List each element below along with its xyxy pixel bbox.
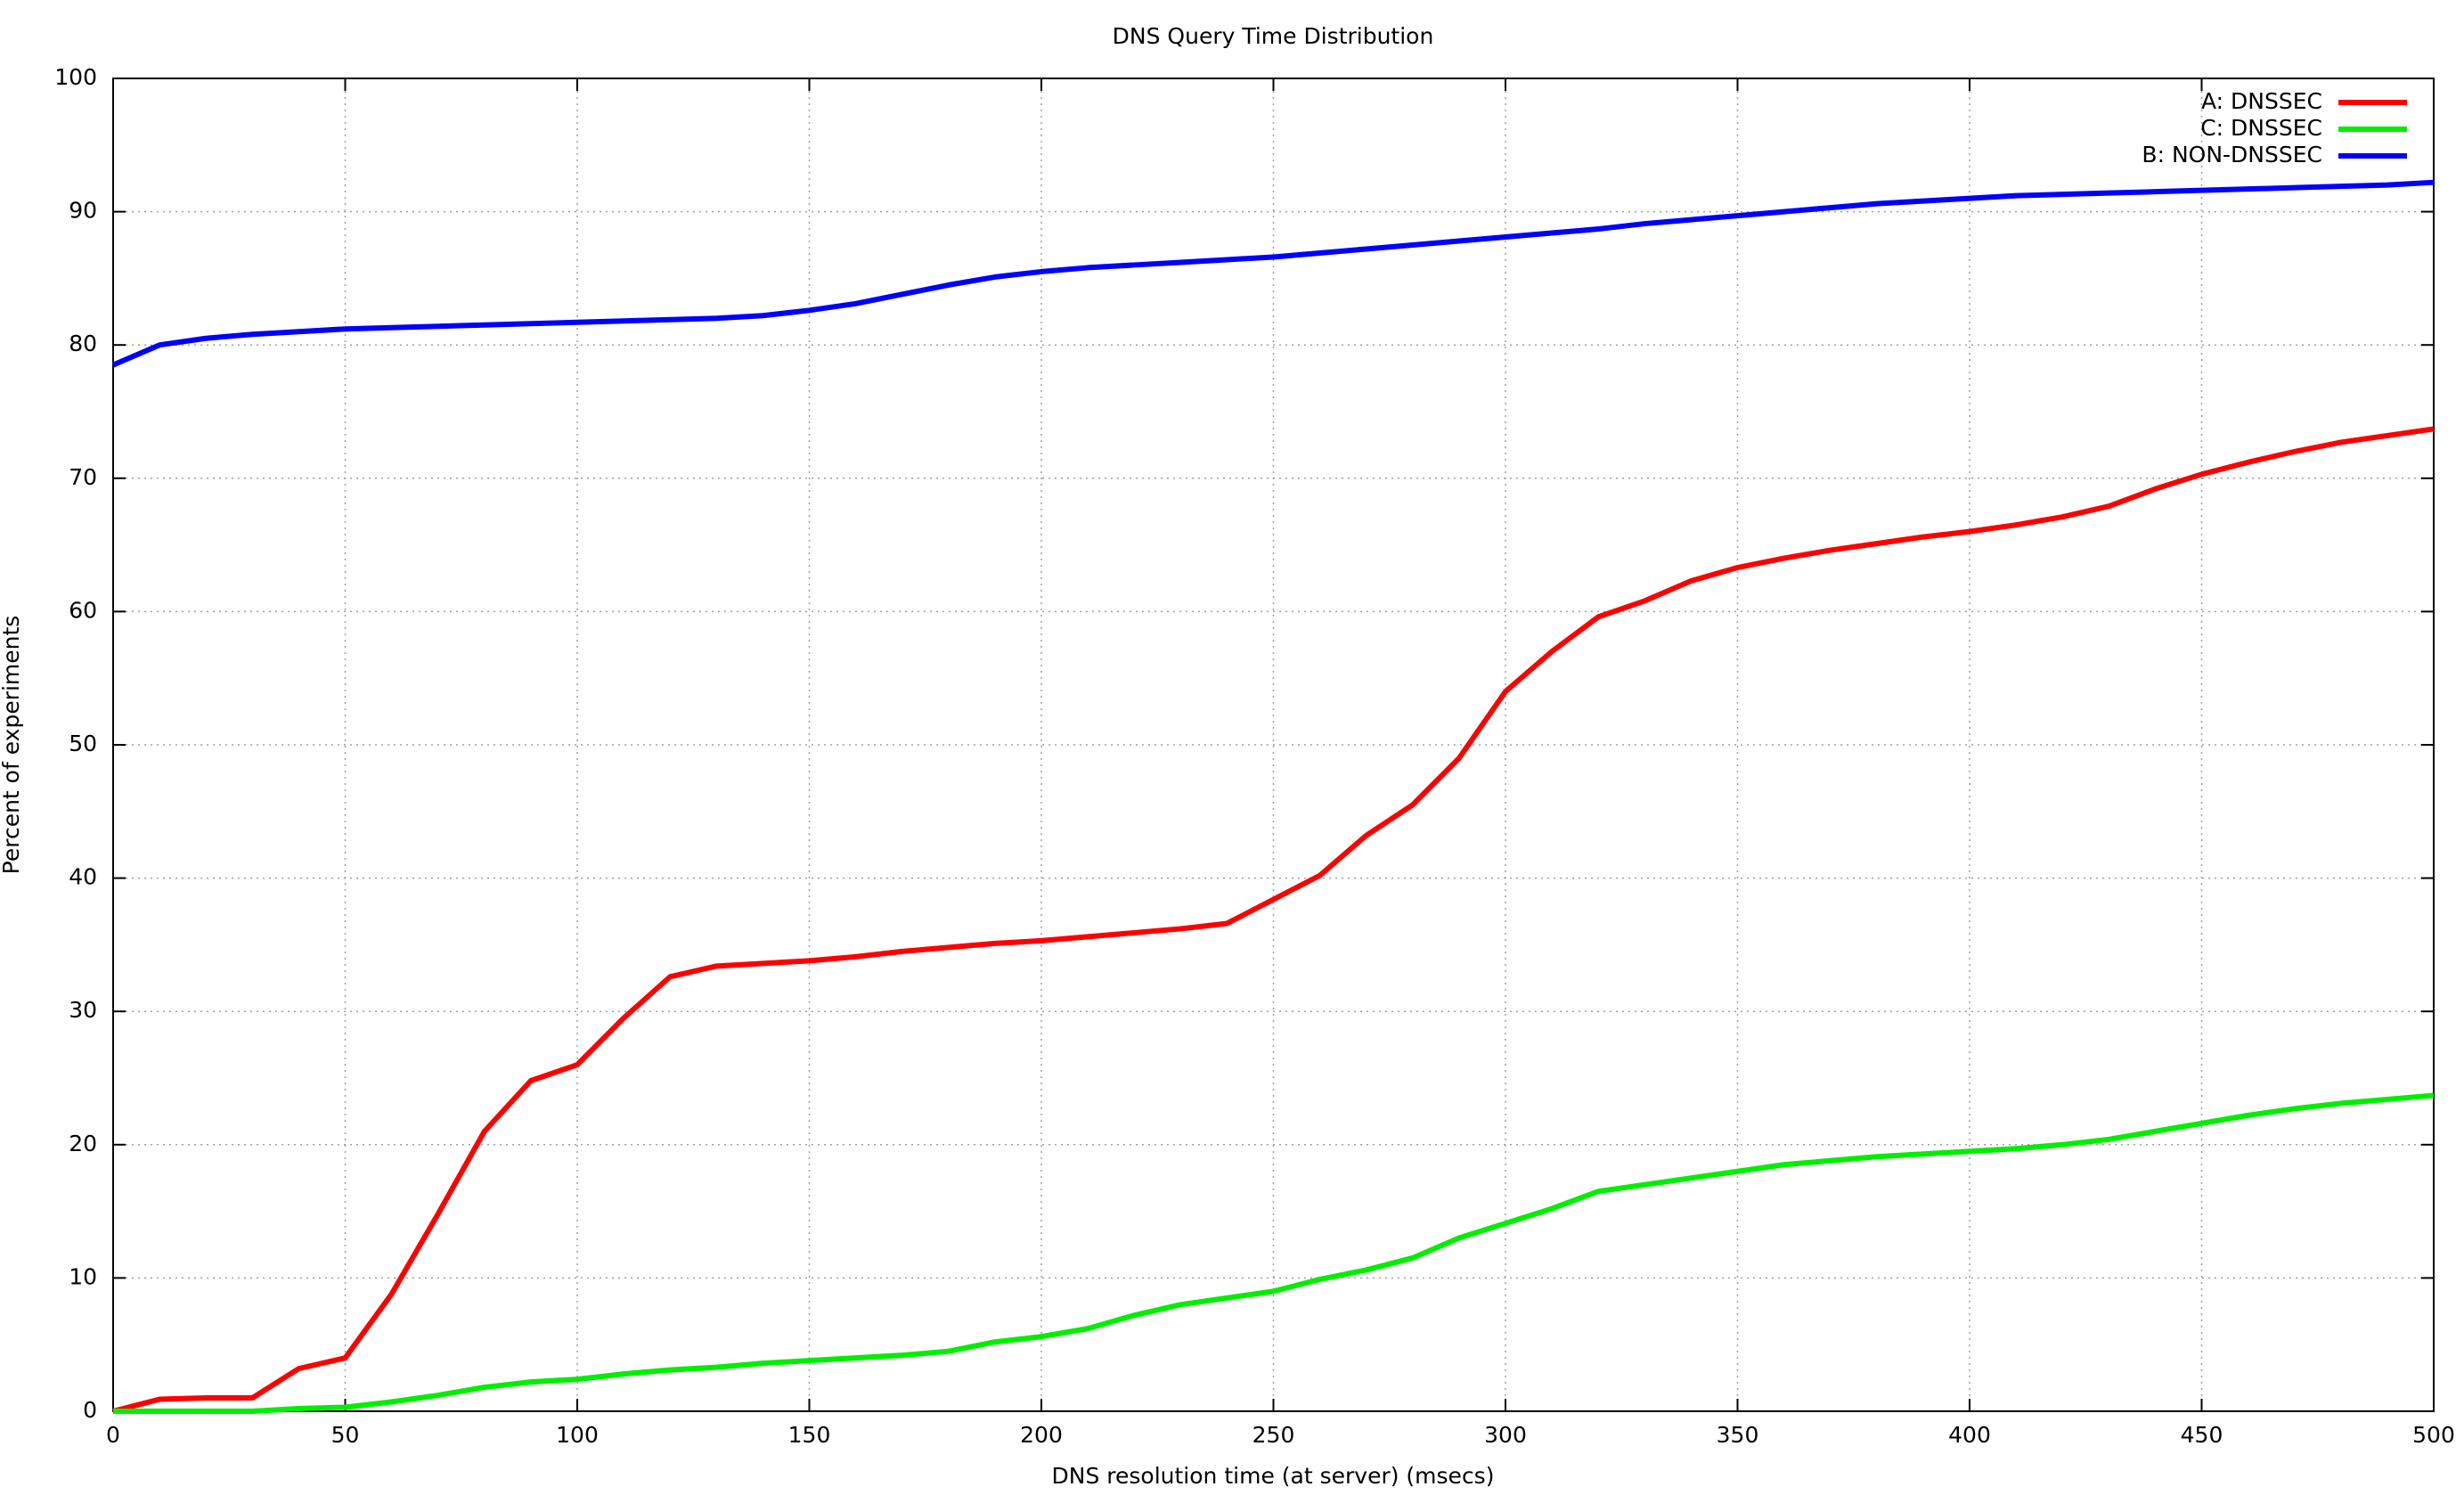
y-tick-label: 100 <box>54 64 97 90</box>
y-tick-label: 50 <box>69 731 97 756</box>
x-axis-label: DNS resolution time (at server) (msecs) <box>1052 1463 1495 1489</box>
y-tick-label: 90 <box>69 198 97 224</box>
plot-frame <box>112 78 2435 1412</box>
data-line <box>112 426 2435 1414</box>
x-tick-label: 450 <box>2181 1422 2223 1448</box>
y-tick-label: 20 <box>69 1131 97 1156</box>
y-tick-label: 40 <box>69 864 97 890</box>
legend-label: B: NON-DNSSEC <box>2142 142 2322 167</box>
chart-title: DNS Query Time Distribution <box>1113 23 1434 49</box>
x-tick-label: 150 <box>788 1422 831 1448</box>
x-tick-label: 200 <box>1020 1422 1063 1448</box>
y-tick-label: 10 <box>69 1263 97 1289</box>
data-line <box>111 179 2435 368</box>
x-tick-label: 100 <box>556 1422 599 1448</box>
x-tick-label: 350 <box>1717 1422 1759 1448</box>
legend-label: A: DNSSEC <box>2201 88 2322 114</box>
x-tick-label: 300 <box>1484 1422 1527 1448</box>
x-tick-label: 0 <box>106 1422 120 1448</box>
legend-label: C: DNSSEC <box>2200 115 2322 141</box>
x-tick-label: 400 <box>1948 1422 1991 1448</box>
y-axis-label: Percent of experiments <box>0 616 24 875</box>
y-tick-label: 60 <box>69 597 97 623</box>
data-line <box>113 1092 2435 1414</box>
x-tick-label: 500 <box>2412 1422 2455 1448</box>
y-tick-label: 30 <box>69 997 97 1023</box>
x-tick-label: 250 <box>1252 1422 1295 1448</box>
y-tick-label: 70 <box>69 464 97 490</box>
x-tick-label: 50 <box>331 1422 360 1448</box>
y-tick-label: 80 <box>69 331 97 356</box>
y-tick-label: 0 <box>83 1397 97 1423</box>
